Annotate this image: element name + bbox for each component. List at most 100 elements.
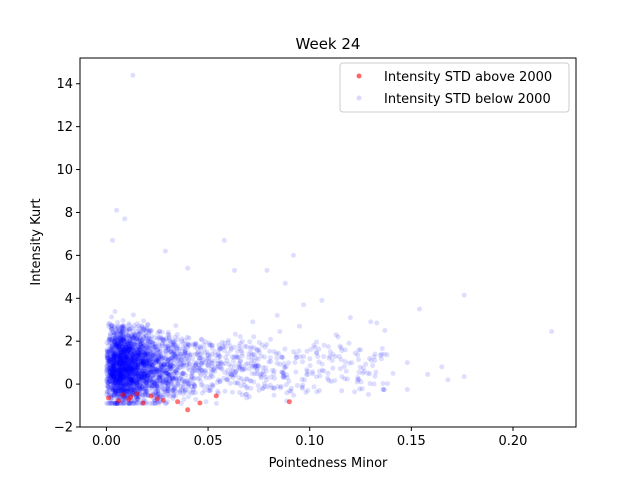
data-point: [128, 364, 133, 370]
data-point: [134, 366, 140, 372]
data-point: [147, 350, 153, 355]
data-point: [128, 358, 133, 364]
data-point: [123, 352, 129, 358]
data-point: [131, 335, 137, 341]
data-point: [122, 370, 128, 376]
data-point: [126, 370, 132, 376]
data-point: [125, 375, 131, 381]
data-point: [113, 337, 119, 343]
data-point: [119, 337, 125, 343]
data-point: [123, 385, 128, 391]
data-point: [126, 344, 132, 350]
data-point: [119, 324, 125, 330]
data-point: [143, 379, 149, 385]
data-point: [118, 387, 123, 393]
data-point: [128, 385, 134, 391]
data-point: [208, 373, 214, 379]
data-point: [171, 360, 177, 366]
data-point: [151, 344, 157, 350]
data-point: [125, 383, 131, 389]
data-point: [123, 382, 128, 388]
data-point: [118, 355, 124, 361]
data-point: [339, 348, 345, 354]
data-point: [333, 332, 339, 338]
data-point: [125, 365, 131, 371]
data-point: [147, 354, 153, 359]
data-point: [113, 382, 119, 388]
data-point: [162, 361, 168, 367]
data-point: [286, 360, 292, 366]
data-point: [195, 349, 201, 355]
data-point: [300, 382, 306, 388]
data-point: [149, 383, 155, 389]
data-point: [161, 363, 167, 369]
data-point: [150, 363, 156, 369]
data-point: [172, 353, 178, 359]
data-point: [126, 400, 132, 406]
data-point: [188, 352, 194, 358]
data-point: [199, 390, 205, 396]
data-point: [128, 354, 134, 360]
data-point: [143, 328, 149, 334]
data-point: [201, 373, 207, 378]
data-point: [147, 385, 153, 391]
data-point: [121, 349, 127, 355]
data-point: [174, 345, 179, 351]
data-point: [120, 333, 126, 339]
data-point: [112, 330, 118, 336]
data-point: [120, 400, 126, 406]
data-point: [133, 373, 139, 379]
data-point: [203, 399, 209, 405]
data-point: [118, 350, 124, 355]
data-point: [180, 377, 185, 382]
data-point: [115, 337, 121, 343]
data-point: [152, 335, 158, 341]
data-point: [114, 392, 120, 398]
data-point: [156, 349, 162, 355]
data-point: [293, 369, 299, 375]
data-point: [119, 367, 125, 373]
data-point: [155, 356, 161, 362]
data-point: [109, 336, 115, 342]
data-point: [122, 346, 128, 352]
data-point: [112, 355, 118, 361]
data-point: [139, 350, 145, 356]
data-point: [107, 359, 113, 365]
data-point: [118, 366, 124, 372]
data-point: [221, 375, 227, 381]
data-point: [130, 312, 136, 318]
data-point: [120, 355, 126, 361]
data-point: [128, 370, 133, 376]
data-point: [129, 352, 135, 358]
data-point: [171, 393, 176, 399]
data-point: [131, 364, 137, 369]
data-point: [116, 385, 122, 391]
data-point: [116, 372, 122, 378]
data-point: [143, 362, 149, 368]
data-point: [155, 392, 160, 398]
data-point: [264, 377, 269, 383]
data-point: [131, 331, 137, 337]
data-point: [161, 361, 167, 367]
data-point: [154, 379, 160, 385]
data-point: [131, 335, 137, 341]
data-point: [120, 377, 126, 383]
data-point: [116, 380, 122, 386]
data-point: [181, 346, 187, 352]
data-point: [106, 349, 112, 355]
data-point: [125, 377, 131, 382]
data-point: [126, 377, 132, 383]
data-point: [143, 358, 149, 364]
data-point: [112, 342, 118, 348]
data-point: [239, 376, 245, 382]
x-tick-label: 0.10: [295, 434, 324, 449]
data-point: [203, 339, 208, 345]
data-point: [145, 361, 151, 367]
data-point: [128, 344, 134, 350]
data-point: [264, 267, 270, 273]
data-point: [138, 358, 144, 364]
data-point: [164, 367, 170, 373]
data-point: [133, 366, 139, 372]
data-point: [366, 392, 371, 397]
data-point: [114, 367, 120, 373]
